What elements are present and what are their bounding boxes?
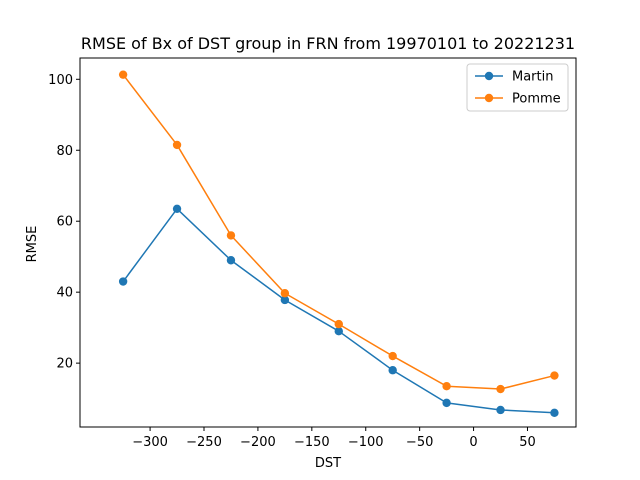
martin-data-point [550,408,559,418]
pomme-data-point [334,319,343,329]
martin-data-point [496,405,505,415]
x-tick-label: −150 [294,435,330,450]
x-tick-label: −250 [186,435,222,450]
x-tick-label: −200 [240,435,276,450]
y-tick-label: 100 [48,73,73,88]
x-axis-label: DST [315,456,341,471]
x-tick-label: 50 [519,435,536,450]
martin-legend-marker [484,71,494,81]
pomme-data-point [118,70,128,79]
martin-legend-label: Martin [512,70,553,85]
martin-data-point [334,327,343,336]
y-axis-label: RMSE [25,226,40,263]
series-layer [118,70,559,418]
pomme-data-point [388,351,397,361]
y-tick-label: 40 [56,286,73,301]
plot-area [79,57,577,428]
y-tick-label: 20 [56,357,73,372]
x-tick-label: −100 [348,435,384,450]
martin-data-point [442,398,451,408]
x-tick-label: −300 [132,435,168,450]
x-tick-label: 0 [469,435,477,450]
pomme-legend-label: Pomme [512,92,561,107]
pomme-data-point [442,381,451,391]
y-axis-ticks: 20 40 60 80 100 [48,73,80,372]
x-tick-label: −50 [406,435,433,450]
chart-title: RMSE of Bx of DST group in FRN from 1997… [81,34,575,53]
x-axis-ticks: −300 −250 −200 −150 −100 −50 0 50 [132,427,536,450]
y-tick-label: 60 [56,215,73,230]
pomme-data-point [280,289,290,298]
martin-data-point [388,366,397,375]
pomme-data-point [226,231,236,240]
legend: Martin Pomme [466,63,569,112]
plot-frame [79,57,577,428]
y-tick-label: 80 [56,144,73,159]
pomme-legend-marker [484,93,494,103]
martin-data-point [280,295,290,305]
martin-data-point [226,256,236,265]
martin-data-point [118,277,128,286]
pomme-data-point [172,140,182,150]
martin-data-point [172,204,182,213]
pomme-data-point [550,371,559,380]
pomme-data-point [496,384,505,394]
